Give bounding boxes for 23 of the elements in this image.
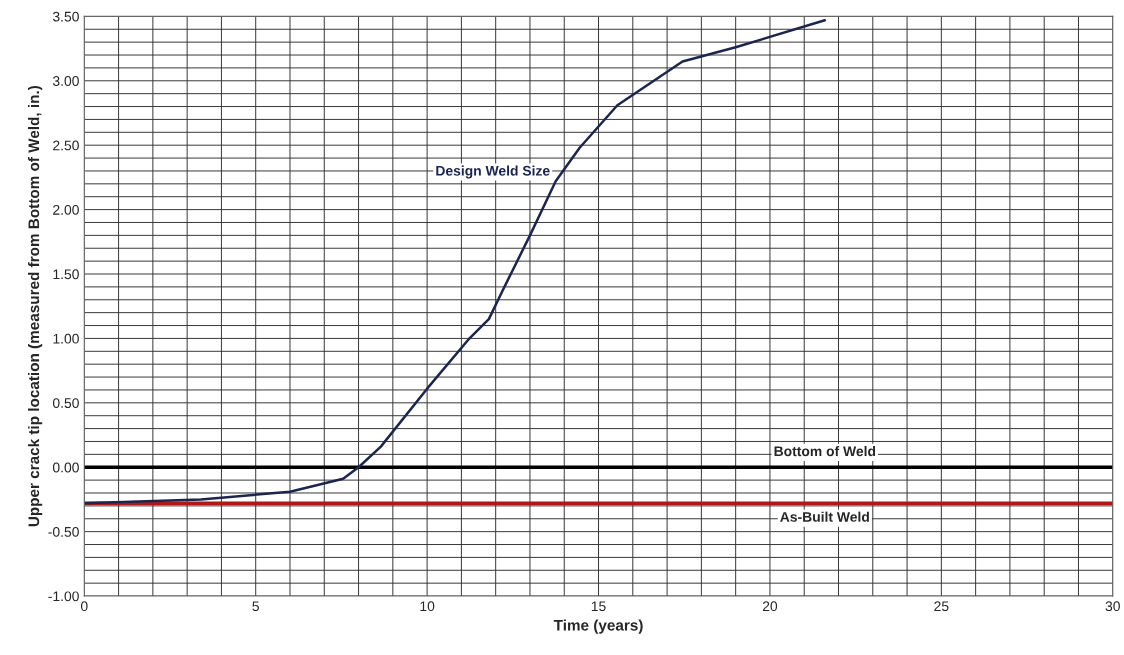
ref-line-label: Bottom of Weld (774, 445, 876, 457)
y-tick-label: 3.50 (52, 11, 79, 22)
y-tick-label: -1.00 (48, 591, 79, 602)
y-tick-label: 0.00 (52, 462, 79, 473)
y-tick-label: 3.00 (52, 76, 79, 86)
x-tick-label: 0 (80, 601, 88, 612)
x-tick-label: 20 (762, 601, 778, 612)
x-axis-title: Time (years) (553, 619, 643, 634)
x-tick-label: 10 (420, 601, 435, 612)
y-tick-label: 1.00 (53, 333, 79, 344)
x-tick-label: 25 (934, 601, 949, 612)
y-tick-label: 1.50 (53, 269, 79, 280)
y-tick-label: 0.50 (52, 398, 79, 408)
ref-line-label: As-Built Weld (780, 511, 869, 522)
x-tick-label: 5 (252, 601, 259, 612)
y-tick-label: -0.50 (48, 526, 79, 537)
x-tick-label: 15 (591, 601, 606, 612)
line-series (84, 18, 827, 505)
series-label: Design Weld Size (436, 165, 550, 179)
y-tick-label: 2.00 (53, 204, 79, 215)
y-tick-label: 2.50 (53, 140, 79, 151)
y-axis-title: Upper crack tip location (measured from Bottom of Weld, in.) (27, 85, 43, 527)
x-tick-label: 30 (1105, 601, 1120, 612)
